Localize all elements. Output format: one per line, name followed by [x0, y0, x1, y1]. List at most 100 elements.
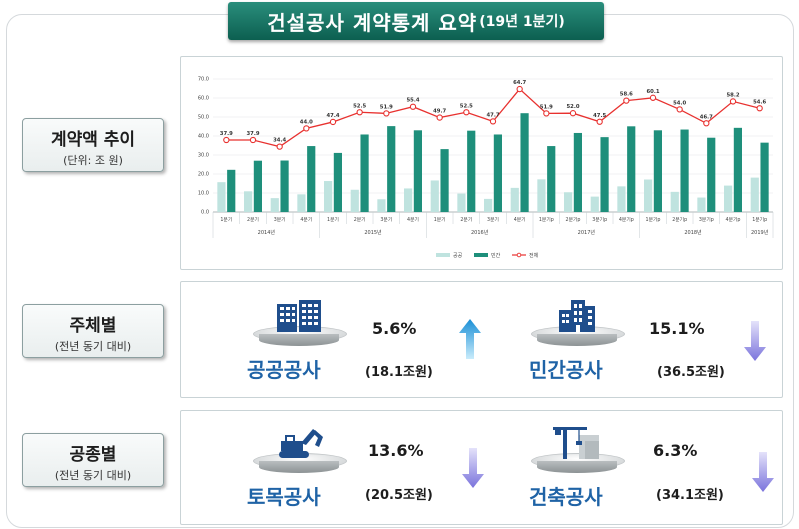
total-point	[383, 110, 390, 117]
total-data-label: 47.5	[593, 113, 606, 119]
chart-legend: 공공 민간 전체	[436, 252, 539, 259]
page-title: 건설공사 계약통계 요약 (19년 1분기)	[228, 2, 604, 40]
row-label-by-owner: 주체별 (전년 동기 대비)	[22, 304, 164, 358]
total-point	[756, 105, 763, 112]
x-category-label: 2분기	[247, 216, 259, 223]
building-works-amount: (34.1조원)	[656, 488, 724, 503]
civil-works-amount: (20.5조원)	[365, 488, 433, 503]
bar-public	[644, 179, 653, 212]
legend-label: 공공	[453, 253, 463, 259]
legend-marker	[516, 252, 522, 258]
legend-swatch	[436, 253, 450, 257]
total-data-label: 55.4	[406, 98, 419, 104]
total-data-label: 47.7	[486, 112, 499, 118]
total-point	[489, 118, 497, 125]
total-point	[436, 114, 443, 121]
public-works-name: 공공공사	[247, 358, 321, 382]
bar-private	[600, 137, 609, 212]
total-point	[356, 109, 363, 116]
title-main: 건설공사 계약통계 요약	[267, 10, 478, 35]
x-category-label: 3분기p	[592, 216, 607, 223]
bar-public	[724, 185, 733, 212]
bar-series	[217, 113, 769, 212]
title-sub: (19년 1분기)	[479, 14, 565, 30]
owner-panel: 공공공사 5.6% (18.1조원) 민간공사 15.1% (36.5조원)	[180, 281, 783, 398]
bar-private	[733, 127, 742, 212]
total-data-label: 64.7	[513, 80, 526, 86]
y-tick-label: 50.0	[198, 115, 209, 121]
total-line-series: 37.9 37.9 34.4 44.0 47.4 52.5 51.9 55.4 49.7 52.5…	[220, 80, 767, 150]
private-works-name: 민간공사	[529, 358, 603, 382]
crane-building-icon	[553, 427, 599, 459]
total-point	[516, 85, 523, 93]
total-point	[676, 106, 683, 113]
total-point	[543, 110, 550, 117]
total-data-label: 46.7	[700, 114, 713, 120]
bar-public	[377, 199, 386, 212]
total-data-label: 54.0	[673, 100, 686, 106]
private-works-pct: 15.1%	[649, 319, 705, 338]
total-data-label: 51.9	[540, 104, 553, 110]
y-tick-label: 0.0	[201, 210, 209, 216]
x-category-label: 3분기p	[699, 216, 714, 223]
bar-private	[627, 126, 636, 212]
private-works-amount: (36.5조원)	[657, 365, 725, 380]
bar-public	[697, 197, 706, 212]
bar-private	[413, 130, 422, 212]
building-works-name: 건축공사	[529, 485, 603, 509]
x-category-label: 3분기	[487, 216, 499, 223]
total-point	[249, 136, 257, 144]
total-point	[463, 109, 470, 116]
total-data-label: 51.9	[380, 104, 393, 110]
bar-private	[307, 146, 316, 212]
chart-grid	[213, 78, 773, 213]
x-category-label: 2분기	[460, 216, 472, 223]
private-works-block: 민간공사	[529, 296, 651, 388]
building-works-pct: 6.3%	[653, 441, 698, 460]
year-group-label: 2016년	[471, 229, 489, 236]
total-point	[409, 103, 417, 110]
bar-private	[440, 149, 449, 212]
x-category-label: 3분기	[274, 216, 286, 223]
year-group-label: 2018년	[684, 229, 702, 236]
year-group-label: 2019년	[751, 229, 769, 236]
row-title: 계약액 추이	[50, 130, 136, 150]
x-category-label: 1분기p	[539, 216, 554, 223]
total-point	[329, 118, 337, 126]
x-category-label: 1분기p	[646, 216, 661, 223]
down-arrow-icon	[462, 448, 484, 488]
buildings-icon	[559, 300, 595, 332]
x-category-label: 4분기	[300, 216, 312, 223]
x-category-label: 1분기	[327, 216, 339, 223]
bar-public	[484, 198, 493, 212]
row-subtitle: (전년 동기 대비)	[54, 469, 132, 482]
legend-label: 민간	[491, 252, 501, 259]
up-arrow-icon	[459, 319, 481, 359]
bar-private	[573, 132, 582, 212]
total-data-label: 37.9	[246, 131, 259, 137]
total-point	[649, 94, 657, 101]
y-tick-label: 60.0	[198, 96, 209, 102]
bar-private	[280, 160, 289, 212]
x-category-label: 2분기p	[672, 216, 687, 223]
total-point	[596, 118, 603, 125]
total-point	[276, 143, 283, 150]
total-point	[303, 125, 310, 132]
total-point	[569, 110, 577, 117]
civil-works-name: 토목공사	[247, 485, 321, 509]
bar-private	[547, 146, 556, 212]
bar-public	[430, 180, 439, 212]
bar-private	[360, 134, 369, 212]
total-data-label: 54.6	[753, 99, 766, 105]
down-arrow-icon	[752, 452, 774, 492]
bar-public	[537, 179, 546, 212]
chart-panel: 0.0 10.0 20.0 30.0 40.0 50.0 60.0 70.0 37.9 37.9…	[180, 56, 783, 270]
bar-public	[297, 194, 306, 212]
bar-public	[350, 189, 359, 212]
x-category-label: 4분기p	[619, 216, 634, 223]
public-works-amount: (18.1조원)	[365, 365, 433, 380]
civil-works-pct: 13.6%	[368, 441, 424, 460]
total-point	[729, 98, 737, 105]
legend-label: 전체	[529, 252, 539, 259]
pedestal	[531, 453, 625, 475]
